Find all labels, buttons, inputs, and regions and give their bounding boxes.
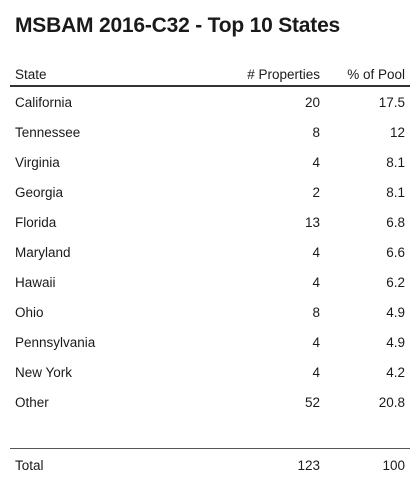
properties-cell: 8 bbox=[312, 124, 320, 140]
state-cell: Tennessee bbox=[15, 124, 81, 140]
properties-cell: 8 bbox=[312, 304, 320, 320]
state-cell: Georgia bbox=[15, 184, 64, 200]
state-cell: California bbox=[15, 94, 73, 110]
state-cell: Pennsylvania bbox=[15, 334, 96, 350]
table-row: Georgia 2 8.1 bbox=[10, 177, 410, 207]
properties-cell: 2 bbox=[312, 184, 320, 200]
properties-cell: 20 bbox=[304, 94, 320, 110]
pct-of-pool-cell: 12 bbox=[389, 124, 405, 140]
properties-cell: 4 bbox=[312, 274, 320, 290]
table-row: Maryland 4 6.6 bbox=[10, 237, 410, 267]
table-row: California 20 17.5 bbox=[10, 86, 410, 117]
state-cell: Other bbox=[15, 394, 49, 410]
total-row: Total 123 100 bbox=[10, 448, 410, 482]
pct-of-pool-cell: 6.8 bbox=[386, 214, 405, 230]
table-row: Other 52 20.8 bbox=[10, 387, 410, 417]
total-properties: 123 bbox=[297, 457, 320, 473]
header-row: State # Properties % of Pool bbox=[10, 64, 410, 87]
state-cell: Ohio bbox=[15, 304, 44, 320]
pct-of-pool-cell: 4.9 bbox=[386, 334, 405, 350]
state-cell: Virginia bbox=[15, 154, 60, 170]
table-row: New York 4 4.2 bbox=[10, 357, 410, 387]
properties-cell: 13 bbox=[304, 214, 320, 230]
pct-of-pool-cell: 8.1 bbox=[386, 154, 405, 170]
properties-cell: 4 bbox=[312, 244, 320, 260]
table-row: Pennsylvania 4 4.9 bbox=[10, 327, 410, 357]
table-row: Virginia 4 8.1 bbox=[10, 147, 410, 177]
column-header-pct-of-pool: % of Pool bbox=[325, 64, 410, 87]
table-row: Ohio 8 4.9 bbox=[10, 297, 410, 327]
state-cell: Hawaii bbox=[15, 274, 56, 290]
table-title: MSBAM 2016-C32 - Top 10 States bbox=[15, 14, 341, 37]
properties-cell: 4 bbox=[312, 154, 320, 170]
pct-of-pool-cell: 4.9 bbox=[386, 304, 405, 320]
column-header-state: State bbox=[10, 64, 190, 87]
properties-cell: 52 bbox=[304, 394, 320, 410]
pct-of-pool-cell: 4.2 bbox=[386, 364, 405, 380]
state-cell: New York bbox=[15, 364, 73, 380]
state-cell: Maryland bbox=[15, 244, 71, 260]
pct-of-pool-cell: 6.2 bbox=[386, 274, 405, 290]
pct-of-pool-cell: 17.5 bbox=[378, 94, 405, 110]
total-label: Total bbox=[15, 457, 44, 473]
pct-of-pool-cell: 8.1 bbox=[386, 184, 405, 200]
column-header-properties: # Properties bbox=[190, 64, 325, 87]
pct-of-pool-cell: 6.6 bbox=[386, 244, 405, 260]
states-table: State # Properties % of Pool California 2… bbox=[10, 64, 410, 482]
properties-cell: 4 bbox=[312, 364, 320, 380]
properties-cell: 4 bbox=[312, 334, 320, 350]
total-pct: 100 bbox=[382, 457, 405, 473]
table-row: Hawaii 4 6.2 bbox=[10, 267, 410, 297]
state-cell: Florida bbox=[15, 214, 57, 230]
pct-of-pool-cell: 20.8 bbox=[378, 394, 405, 410]
table-row: Florida 13 6.8 bbox=[10, 207, 410, 237]
table-row: Tennessee 8 12 bbox=[10, 117, 410, 147]
total-separator bbox=[10, 417, 410, 449]
